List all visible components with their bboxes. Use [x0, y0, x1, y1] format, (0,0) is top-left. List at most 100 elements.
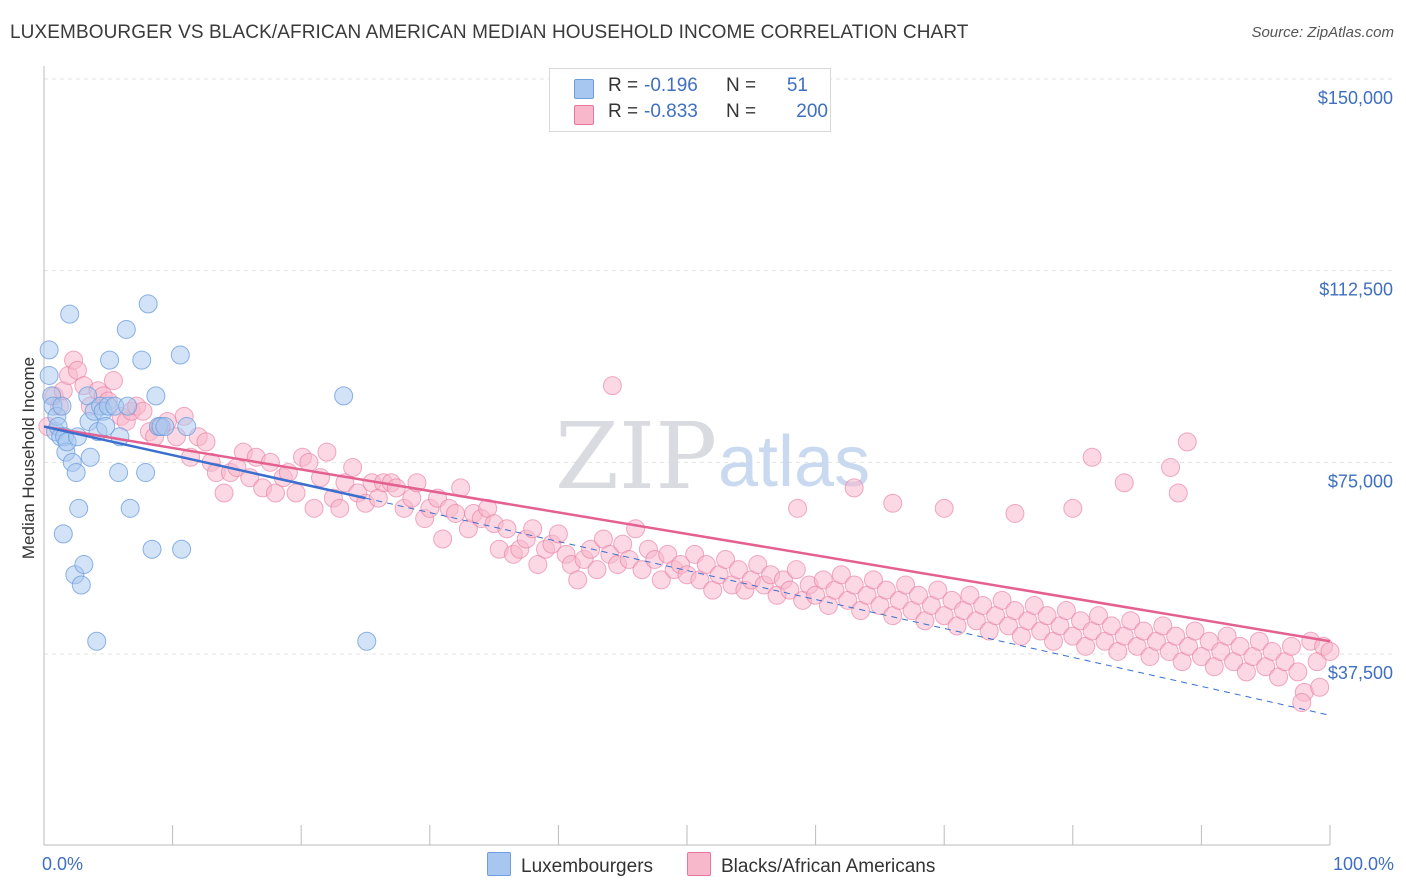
data-point-black — [1185, 621, 1205, 641]
data-point-black — [632, 560, 652, 580]
data-point-black — [1230, 636, 1250, 656]
data-point-black — [786, 560, 806, 580]
y-axis-title: Median Household Income — [19, 357, 38, 559]
data-point-lux — [39, 340, 59, 360]
data-point-black — [928, 580, 948, 600]
data-point-black — [1024, 595, 1044, 615]
data-point-black — [1063, 626, 1083, 646]
y-tick-label: $112,500 — [1319, 280, 1393, 300]
data-point-black — [602, 376, 622, 396]
data-point-black — [780, 580, 800, 600]
data-point-black — [626, 519, 646, 539]
data-point-black — [1005, 601, 1025, 621]
data-point-black — [992, 590, 1012, 610]
data-point-lux — [132, 350, 152, 370]
data-point-black — [1005, 503, 1025, 523]
data-point-black — [528, 555, 548, 575]
data-point-lux — [357, 631, 377, 651]
data-point-lux — [155, 417, 175, 437]
data-point-black — [587, 560, 607, 580]
correlation-legend: R = -0.196 N = 51 R = -0.833 N = 200 — [549, 68, 831, 132]
legend-item-lux: Luxembourgers — [487, 852, 653, 878]
data-point-black — [728, 560, 748, 580]
data-point-black — [317, 442, 337, 462]
data-point-black — [1191, 647, 1211, 667]
data-point-black — [1153, 616, 1173, 636]
data-point-black — [343, 457, 363, 477]
data-point-lux — [69, 498, 89, 518]
data-point-lux — [52, 396, 72, 416]
data-point-black — [748, 555, 768, 575]
data-point-black — [548, 524, 568, 544]
data-point-black — [304, 498, 324, 518]
legend-r-label: R = — [608, 75, 639, 96]
legend-n-value: 51 — [786, 75, 808, 96]
data-point-black — [844, 478, 864, 498]
data-point-black — [651, 570, 671, 590]
data-point-black — [581, 539, 601, 559]
data-point-black — [934, 498, 954, 518]
legend-n-label: N = — [726, 75, 757, 96]
data-point-lux — [96, 417, 116, 437]
legend-swatch-black — [574, 105, 594, 125]
data-point-black — [934, 606, 954, 626]
data-point-lux — [80, 447, 100, 467]
data-point-black — [973, 595, 993, 615]
data-point-black — [696, 555, 716, 575]
data-point-black — [1056, 601, 1076, 621]
legend-r-value: -0.196 — [644, 75, 698, 96]
data-point-lux — [39, 365, 59, 385]
data-point-black — [1262, 641, 1282, 661]
chart-title: LUXEMBOURGER VS BLACK/AFRICAN AMERICAN M… — [10, 22, 969, 43]
x-tick-label: 0.0% — [42, 854, 83, 874]
data-point-black — [214, 483, 234, 503]
data-point-lux — [138, 294, 158, 314]
data-point-black — [908, 585, 928, 605]
data-point-lux — [118, 396, 138, 416]
watermark: ZIP atlas — [555, 403, 870, 510]
data-point-black — [1114, 473, 1134, 493]
data-point-black — [1310, 677, 1330, 697]
data-point-lux — [120, 498, 140, 518]
data-point-black — [196, 432, 216, 452]
legend-n-label: N = — [726, 101, 757, 122]
data-point-black — [960, 585, 980, 605]
x-tick-labels: 0.0% 100.0% — [42, 854, 1394, 874]
trendlines — [43, 425, 1331, 716]
data-point-black — [1177, 432, 1197, 452]
data-point-black — [1292, 693, 1312, 713]
trendline-lux — [43, 425, 366, 500]
data-point-black — [568, 570, 588, 590]
legend-r-value: -0.833 — [644, 101, 698, 122]
axes — [43, 66, 1331, 846]
data-point-black — [1161, 457, 1181, 477]
data-point-lux — [116, 319, 136, 339]
x-tick-label: 100.0% — [1333, 854, 1394, 874]
data-point-lux — [172, 539, 192, 559]
legend-row-lux: R = -0.196 N = 51 — [574, 75, 808, 101]
data-point-black — [1082, 447, 1102, 467]
data-point-black — [1121, 611, 1141, 631]
data-point-black — [446, 503, 466, 523]
data-point-lux — [146, 386, 166, 406]
y-tick-label: $75,000 — [1328, 471, 1393, 491]
data-point-black — [788, 498, 808, 518]
data-point-black — [1288, 662, 1308, 682]
data-point-black — [1101, 616, 1121, 636]
data-point-lux — [87, 631, 107, 651]
data-point-black — [876, 580, 896, 600]
data-point-lux — [109, 463, 129, 483]
legend-label-black: Blacks/African Americans — [721, 856, 936, 877]
legend-swatch-lux — [574, 79, 594, 99]
data-point-black — [844, 575, 864, 595]
legend-swatch-lux — [487, 852, 511, 876]
data-point-black — [1166, 626, 1186, 646]
data-point-lux — [136, 463, 156, 483]
data-point-black — [265, 483, 285, 503]
data-point-black — [433, 529, 453, 549]
y-tick-labels: $150,000 $112,500 $75,000 $37,500 — [1318, 88, 1393, 683]
data-point-black — [330, 498, 350, 518]
data-point-lux — [60, 304, 80, 324]
data-point-black — [523, 519, 543, 539]
